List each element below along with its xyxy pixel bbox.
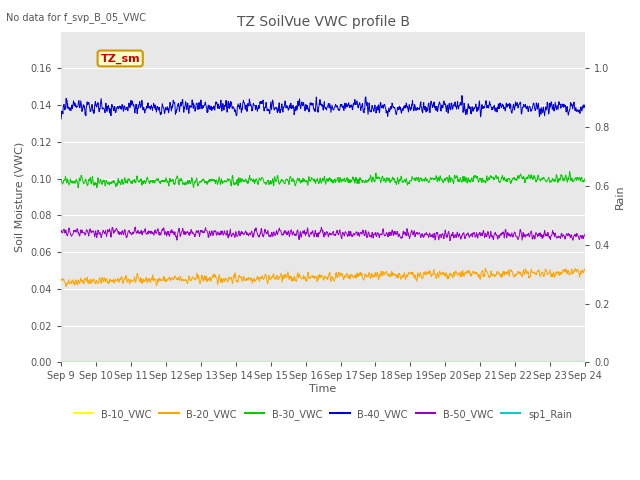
Text: TZ_sm: TZ_sm [100, 53, 140, 63]
Text: No data for f_svp_B_05_VWC: No data for f_svp_B_05_VWC [6, 12, 147, 23]
Legend: B-10_VWC, B-20_VWC, B-30_VWC, B-40_VWC, B-50_VWC, sp1_Rain: B-10_VWC, B-20_VWC, B-30_VWC, B-40_VWC, … [70, 405, 576, 424]
Title: TZ SoilVue VWC profile B: TZ SoilVue VWC profile B [237, 15, 410, 29]
Y-axis label: Soil Moisture (VWC): Soil Moisture (VWC) [15, 142, 25, 252]
Y-axis label: Rain: Rain [615, 185, 625, 209]
X-axis label: Time: Time [309, 384, 337, 394]
